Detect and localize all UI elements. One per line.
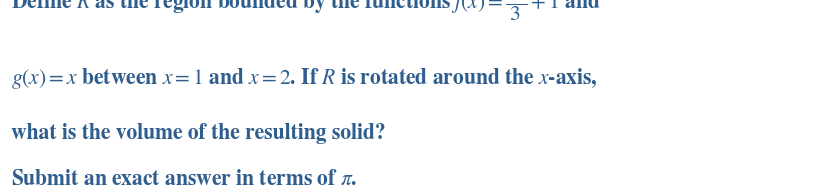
Text: $g(x) = x$ between $x = 1$ and $x = 2$. If $\mathit{R}$ is rotated around the $x: $g(x) = x$ between $x = 1$ and $x = 2$. … [11,66,598,91]
Text: Define $\mathit{R}$ as the region bounded by the functions $f(x) = \dfrac{x^2}{3: Define $\mathit{R}$ as the region bounde… [11,0,600,23]
Text: Submit an exact answer in terms of $\pi$.: Submit an exact answer in terms of $\pi$… [11,169,357,190]
Text: what is the volume of the resulting solid?: what is the volume of the resulting soli… [11,123,386,144]
